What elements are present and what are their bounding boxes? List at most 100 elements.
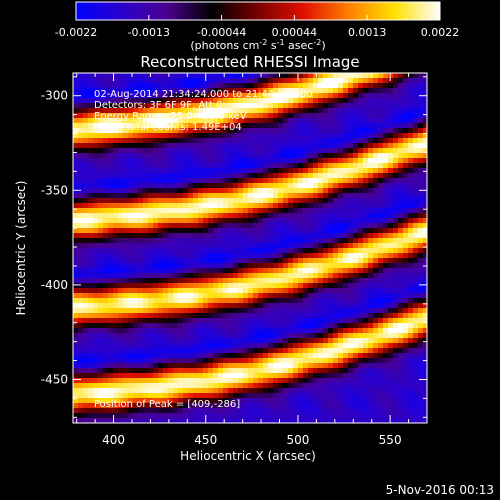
heatmap-cell (263, 153, 269, 159)
heatmap-cell (378, 168, 384, 174)
heatmap-cell (343, 283, 349, 289)
heatmap-cell (328, 253, 334, 259)
heatmap-cell (383, 153, 389, 159)
heatmap-cell (288, 273, 294, 279)
heatmap-cell (188, 403, 194, 409)
heatmap-cell (343, 308, 349, 314)
heatmap-cell (268, 288, 274, 294)
heatmap-cell (73, 123, 79, 129)
heatmap-cell (188, 168, 194, 174)
heatmap-cell (203, 128, 209, 134)
heatmap-cell (333, 168, 339, 174)
heatmap-cell (163, 398, 169, 404)
heatmap-cell (368, 393, 374, 399)
heatmap-cell (198, 223, 204, 229)
heatmap-cell (373, 298, 379, 304)
heatmap-cell (238, 98, 244, 104)
heatmap-cell (298, 148, 304, 154)
heatmap-cell (158, 223, 164, 229)
heatmap-cell (263, 398, 269, 404)
heatmap-cell (213, 208, 219, 214)
heatmap-cell (323, 138, 329, 144)
heatmap-cell (208, 198, 214, 204)
heatmap-cell (258, 363, 264, 369)
heatmap-cell (148, 343, 154, 349)
heatmap-cell (113, 168, 119, 174)
heatmap-cell (183, 303, 189, 309)
heatmap-cell (138, 213, 144, 219)
heatmap-cell (388, 313, 394, 319)
heatmap-cell (323, 413, 329, 419)
heatmap-cell (203, 363, 209, 369)
heatmap-cell (148, 153, 154, 159)
heatmap-cell (133, 193, 139, 199)
heatmap-cell (148, 158, 154, 164)
heatmap-cell (403, 223, 409, 229)
heatmap-cell (313, 143, 319, 149)
heatmap-cell (133, 188, 139, 194)
heatmap-cell (73, 278, 79, 284)
heatmap-cell (223, 298, 229, 304)
heatmap-cell (243, 128, 249, 134)
heatmap-cell (288, 243, 294, 249)
heatmap-cell (138, 293, 144, 299)
heatmap-cell (88, 218, 94, 224)
heatmap-cell (318, 383, 324, 389)
heatmap-cell (293, 173, 299, 179)
heatmap-cell (373, 178, 379, 184)
heatmap-cell (228, 388, 234, 394)
heatmap-cell (313, 308, 319, 314)
heatmap-cell (233, 363, 239, 369)
info-line: Energy Range: 25.0 - 50.0 keV (94, 111, 247, 122)
heatmap-cell (273, 228, 279, 234)
heatmap-cell (343, 328, 349, 334)
heatmap-cell (128, 178, 134, 184)
heatmap-cell (368, 348, 374, 354)
heatmap-cell (108, 258, 114, 264)
heatmap-cell (258, 88, 264, 94)
heatmap-cell (363, 173, 369, 179)
heatmap-cell (198, 88, 204, 94)
heatmap-cell (383, 268, 389, 274)
heatmap-cell (423, 343, 428, 349)
heatmap-cell (273, 378, 279, 384)
heatmap-cell (83, 218, 89, 224)
heatmap-cell (148, 353, 154, 359)
heatmap-cell (128, 158, 134, 164)
heatmap-cell (138, 138, 144, 144)
heatmap-cell (138, 268, 144, 274)
heatmap-cell (263, 348, 269, 354)
heatmap-cell (98, 238, 104, 244)
heatmap-cell (158, 103, 164, 109)
heatmap-cell (298, 263, 304, 269)
heatmap-cell (333, 248, 339, 254)
heatmap-cell (188, 378, 194, 384)
heatmap-cell (233, 328, 239, 334)
heatmap-cell (163, 88, 169, 94)
heatmap-cell (303, 193, 309, 199)
heatmap-cell (328, 398, 334, 404)
heatmap-cell (328, 238, 334, 244)
heatmap-cell (83, 328, 89, 334)
heatmap-cell (418, 163, 424, 169)
heatmap-cell (88, 373, 94, 379)
heatmap-cell (168, 338, 174, 344)
heatmap-cell (388, 83, 394, 89)
heatmap-cell (383, 228, 389, 234)
heatmap-cell (223, 308, 229, 314)
heatmap-cell (138, 78, 144, 84)
heatmap-cell (238, 378, 244, 384)
heatmap-cell (288, 193, 294, 199)
heatmap-cell (238, 108, 244, 114)
heatmap-cell (198, 308, 204, 314)
heatmap-cell (318, 313, 324, 319)
heatmap-cell (113, 193, 119, 199)
heatmap-cell (223, 268, 229, 274)
heatmap-cell (103, 88, 109, 94)
heatmap-cell (198, 288, 204, 294)
heatmap-cell (268, 298, 274, 304)
heatmap-cell (248, 108, 254, 114)
heatmap-cell (158, 273, 164, 279)
heatmap-cell (248, 83, 254, 89)
heatmap-cell (313, 318, 319, 324)
